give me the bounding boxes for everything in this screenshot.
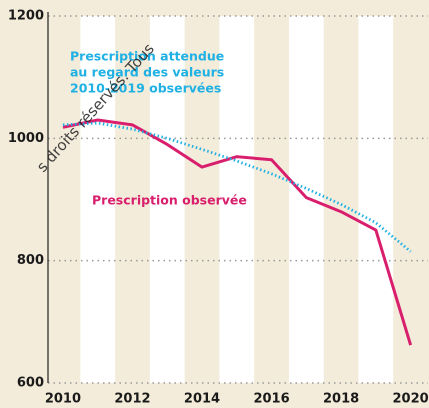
lines (62, 118, 413, 346)
series-line (62, 118, 413, 346)
series-line (62, 121, 412, 253)
x-tick-label: 2012 (114, 392, 150, 407)
x-tick-label: 2016 (253, 392, 289, 407)
band (288, 16, 324, 383)
band (358, 16, 394, 383)
x-tick-label: 2010 (45, 392, 81, 407)
band (219, 16, 255, 383)
x-tick-label: 2014 (184, 392, 220, 407)
y-tick-label: 800 (17, 253, 44, 268)
y-tick-label: 1200 (8, 9, 44, 24)
annotation: au regard des valeurs (70, 65, 224, 80)
y-tick-label: 1000 (8, 131, 44, 146)
y-tick-label: 600 (17, 376, 44, 391)
annotation: Prescription attendue (70, 49, 224, 64)
annotation: 2010-2019 observées (70, 81, 221, 96)
background-bands (80, 16, 394, 383)
band (80, 16, 116, 383)
x-tick-label: 2020 (393, 392, 429, 407)
band (149, 16, 185, 383)
annotation: Prescription observée (92, 193, 247, 208)
x-tick-label: 2018 (323, 392, 359, 407)
